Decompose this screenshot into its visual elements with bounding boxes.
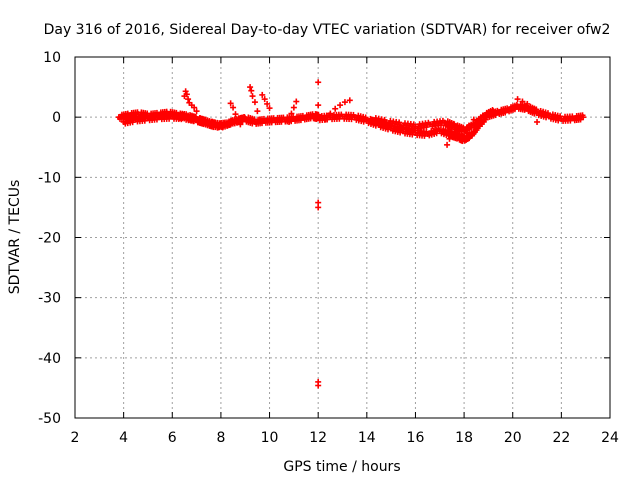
y-tick-label: -20 [38, 231, 61, 247]
data-point [315, 204, 322, 211]
data-point [232, 111, 239, 118]
data-point [346, 97, 353, 104]
data-point [249, 93, 256, 100]
x-tick-labels: 2 4 6 8 10 12 14 16 18 20 22 24 [71, 430, 619, 446]
x-tick-label: 8 [216, 430, 225, 446]
data-point [286, 118, 292, 125]
data-point [341, 99, 348, 106]
data-point [315, 102, 322, 109]
y-tick-label: -50 [38, 411, 61, 427]
x-tick-label: 4 [119, 430, 128, 446]
data-point [394, 123, 401, 130]
data-point [332, 105, 339, 112]
data-point [524, 100, 531, 107]
data-point [490, 108, 497, 115]
data-point [397, 129, 404, 136]
data-point [261, 96, 268, 103]
data-point [534, 118, 541, 125]
data-point [237, 121, 244, 128]
data-point [315, 79, 322, 86]
data-point [266, 105, 273, 112]
data-points [115, 79, 587, 389]
x-tick-label: 24 [601, 430, 619, 446]
chart-title: Day 316 of 2016, Sidereal Day-to-day VTE… [44, 22, 611, 38]
y-tick-label: -30 [38, 291, 61, 307]
data-point [451, 121, 458, 128]
data-point [264, 100, 271, 107]
data-point [448, 128, 455, 135]
data-point [543, 114, 550, 121]
data-point [337, 102, 344, 109]
data-point [477, 116, 484, 123]
y-tick-label: -40 [38, 351, 61, 367]
data-point [290, 104, 297, 111]
data-point [251, 99, 258, 106]
x-tick-label: 2 [71, 430, 80, 446]
y-tick-label: -10 [38, 170, 61, 186]
data-point [446, 135, 453, 142]
data-point [408, 125, 415, 132]
data-point [242, 115, 249, 122]
data-point [463, 129, 470, 136]
data-point [514, 96, 521, 103]
x-tick-label: 6 [168, 430, 177, 446]
y-axis-label: SDTVAR / TECUs [7, 180, 23, 295]
y-tick-labels: 10 0 -10 -20 -30 -40 -50 [38, 50, 61, 427]
data-point [191, 104, 198, 111]
data-point [259, 91, 266, 98]
y-tick-label: 10 [43, 50, 61, 66]
data-point [580, 114, 587, 121]
x-tick-label: 18 [455, 430, 473, 446]
data-point [470, 116, 477, 123]
data-point [444, 141, 451, 148]
data-point [256, 116, 263, 123]
data-point [315, 382, 322, 389]
data-point [226, 121, 233, 128]
data-point [254, 108, 261, 115]
data-point [185, 96, 192, 103]
data-point [288, 110, 295, 117]
axis-ticks [74, 56, 611, 419]
data-point [538, 111, 545, 118]
data-point [293, 98, 300, 105]
data-point [234, 117, 241, 124]
data-point [487, 111, 494, 118]
data-point [473, 127, 480, 134]
data-point [230, 104, 237, 111]
data-point [322, 116, 329, 123]
data-point [193, 108, 200, 115]
data-point [182, 88, 189, 95]
data-point [465, 122, 472, 129]
data-point [190, 118, 197, 125]
data-point [247, 84, 254, 91]
data-point [327, 110, 334, 117]
data-point [183, 91, 190, 98]
x-tick-label: 22 [552, 430, 570, 446]
x-tick-label: 14 [358, 430, 376, 446]
x-tick-label: 10 [261, 430, 279, 446]
data-point [248, 87, 255, 94]
data-point [360, 118, 367, 125]
data-point [423, 123, 430, 130]
data-point [379, 121, 386, 128]
data-point [227, 100, 234, 107]
y-tick-label: 0 [52, 110, 61, 126]
x-tick-label: 16 [407, 430, 425, 446]
x-axis-label: GPS time / hours [283, 459, 400, 475]
data-point [202, 121, 209, 128]
x-tick-label: 20 [504, 430, 522, 446]
x-tick-label: 12 [309, 430, 327, 446]
data-point [519, 98, 526, 105]
